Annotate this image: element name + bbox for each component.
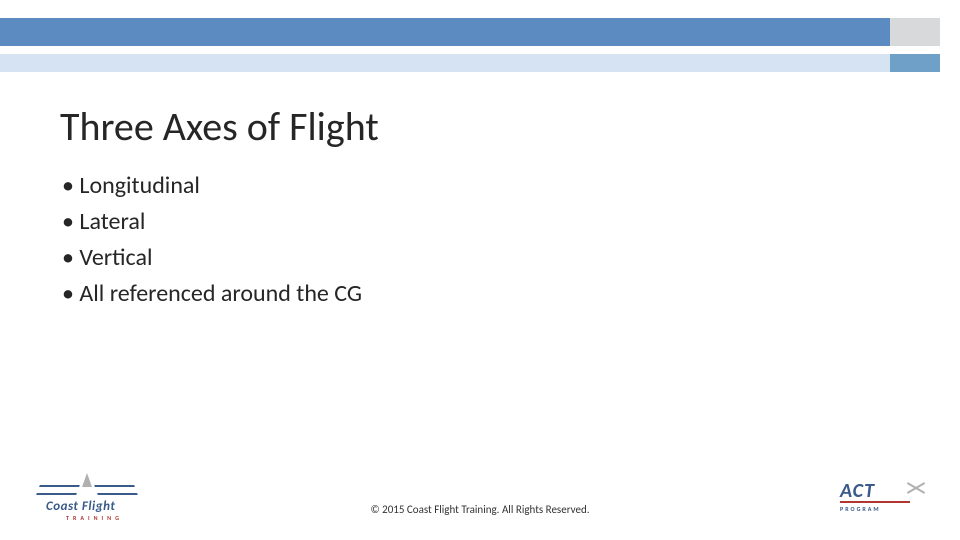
bullet-item: All referenced around the CG: [62, 276, 362, 312]
logo-brand-text: Coast Flight: [46, 499, 115, 514]
logo-subtitle-text: TRAINING: [66, 514, 123, 522]
slide: Three Axes of Flight Longitudinal Latera…: [0, 0, 960, 540]
wing-right-icon: [94, 485, 138, 495]
header-bar-secondary: [0, 54, 890, 72]
logo-coast-flight: Coast Flight TRAINING: [38, 479, 178, 525]
bullet-list: Longitudinal Lateral Vertical All refere…: [62, 168, 362, 312]
slide-title: Three Axes of Flight: [60, 102, 379, 151]
header-bar-secondary-end: [890, 54, 940, 72]
header-bar-primary: [0, 18, 890, 46]
header-bar-primary-end: [890, 18, 940, 46]
burst-icon: [906, 479, 926, 499]
logo-act-program: ACT PROGRAM: [840, 479, 930, 525]
bullet-item: Longitudinal: [62, 168, 362, 204]
wing-left-icon: [36, 485, 80, 495]
tail-icon: [82, 473, 92, 487]
bullet-item: Vertical: [62, 240, 362, 276]
logo-act-subtitle: PROGRAM: [840, 505, 930, 513]
logo-act-brand: ACT: [840, 479, 875, 503]
bullet-item: Lateral: [62, 204, 362, 240]
